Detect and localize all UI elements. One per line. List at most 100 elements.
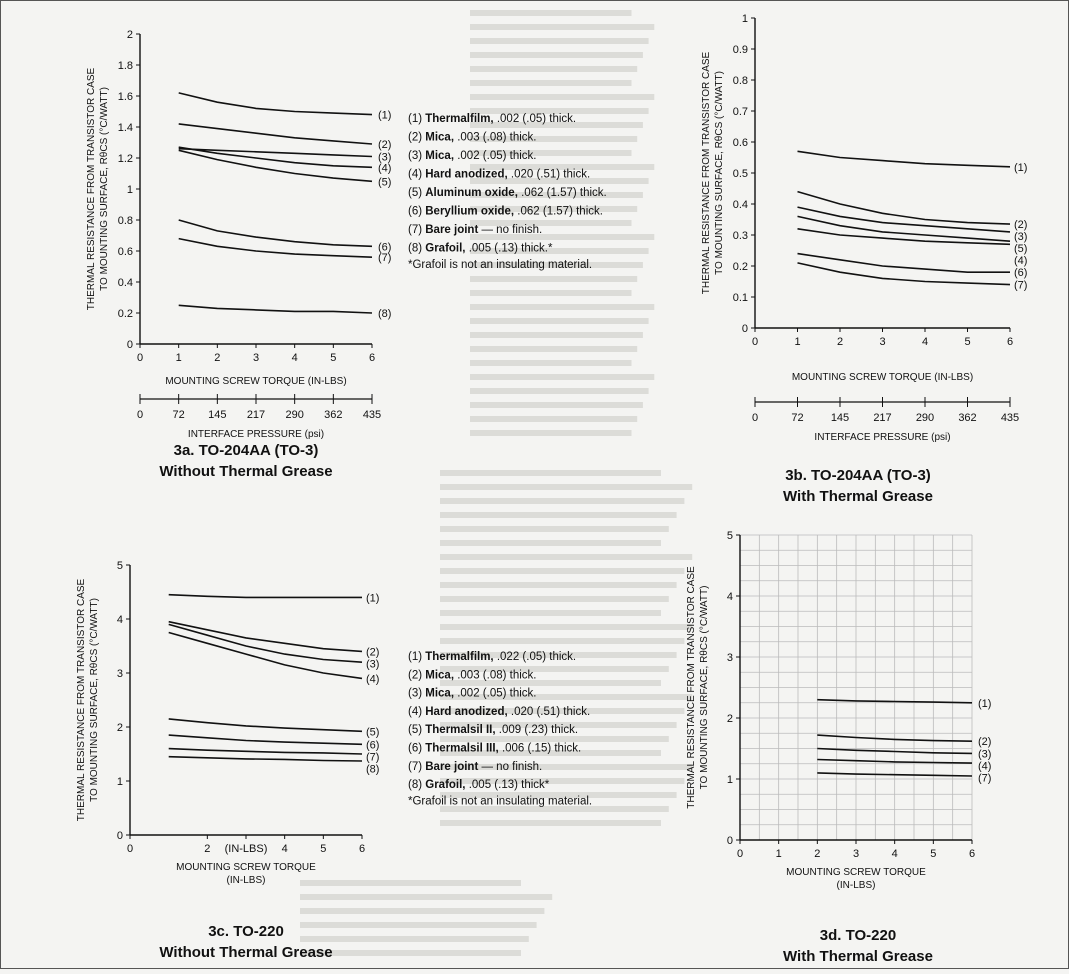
legend-item-material: Hard anodized, (425, 169, 507, 181)
y-tick-label: 1 (117, 776, 123, 788)
legend-item-number: (2) (408, 132, 425, 144)
x-tick-label: 3 (853, 848, 859, 860)
y-axis-title-line1: THERMAL RESISTANCE FROM TRANSISTOR CASE (86, 67, 97, 310)
series-end-label: (1) (378, 110, 391, 122)
y-tick-label: 1 (727, 774, 733, 786)
bg-text-line (470, 234, 655, 240)
legend-item: (1) Thermalfilm, .002 (.05) thick. (408, 113, 576, 125)
bg-text-line (470, 346, 638, 352)
x-tick-label: 6 (359, 843, 365, 855)
series-end-label: (2) (366, 646, 379, 658)
legend-item-material: Bare joint (425, 224, 478, 236)
legend-item: (2) Mica, .003 (.08) thick. (408, 132, 536, 144)
y-axis-title-3b: THERMAL RESISTANCE FROM TRANSISTOR CASE T… (701, 51, 725, 294)
legend-item-number: (7) (408, 224, 425, 236)
bg-text-line (440, 484, 693, 490)
series-end-label: (4) (978, 760, 991, 772)
series-line-6 (168, 734, 363, 746)
y-tick-label: 0 (117, 830, 123, 842)
bg-text-line (440, 680, 661, 686)
y-tick-label: 4 (117, 614, 123, 626)
series-end-label: (5) (366, 726, 379, 738)
legend-item-material: Thermalfilm, (425, 113, 493, 125)
bg-text-line (470, 290, 632, 296)
series-line-4 (168, 631, 363, 680)
y-tick-label: 0 (727, 835, 733, 847)
legend-item-spec: .005 (.13) thick.* (466, 243, 553, 255)
bg-text-line (440, 568, 685, 574)
bg-text-line (470, 66, 638, 72)
legend-item-number: (3) (408, 688, 425, 700)
pressure-tick-label: 72 (791, 412, 803, 424)
legend-item: (5) Aluminum oxide, .062 (1.57) thick. (408, 187, 607, 199)
legend-item-number: (3) (408, 150, 425, 162)
series-line-6 (178, 219, 373, 248)
bg-text-line (440, 792, 677, 798)
x-tick-label: 3 (879, 336, 885, 348)
y-tick-label: 0.3 (733, 230, 748, 242)
bg-text-line (470, 220, 632, 226)
y-axis-title-3d: THERMAL RESISTANCE FROM TRANSISTOR CASE T… (686, 566, 710, 809)
legend-item-number: (2) (408, 669, 425, 681)
series-line-1 (178, 92, 373, 116)
legend-item: (8) Grafoil, .005 (.13) thick.* (408, 243, 553, 255)
pressure-axis-title: INTERFACE PRESSURE (psi) (188, 429, 324, 440)
legend-item-spec: .062 (1.57) thick. (518, 187, 607, 199)
y-tick-label: 0 (127, 339, 133, 351)
legend-item-number: (8) (408, 779, 425, 791)
series-end-label: (2) (1014, 219, 1027, 231)
bg-text-line (440, 708, 685, 714)
series-line-3 (817, 747, 973, 755)
series-end-label: (3) (378, 151, 391, 163)
bg-text-line (440, 750, 661, 756)
caption-line1-3a: 3a. TO-204AA (TO-3) (174, 442, 319, 459)
pressure-tick-label: 145 (831, 412, 849, 424)
caption-line2-3d: With Thermal Grease (783, 948, 933, 965)
legend-item-spec: .005 (.13) thick* (466, 779, 550, 791)
x-axis-title: MOUNTING SCREW TORQUE (786, 867, 926, 878)
pressure-tick-label: 72 (173, 409, 185, 421)
series-end-label: (6) (366, 739, 379, 751)
x-tick-label: 0 (127, 843, 133, 855)
series-line-7 (817, 772, 973, 777)
y-axis-title-line2: TO MOUNTING SURFACE, RθCS (°C/WATT) (699, 586, 710, 790)
legend-item-material: Grafoil, (425, 779, 465, 791)
series-line-5 (178, 149, 373, 183)
bg-text-line (470, 24, 655, 30)
y-axis-title-line2: TO MOUNTING SURFACE, RθCS (°C/WATT) (99, 87, 110, 291)
bg-text-line (470, 276, 638, 282)
legend-item-spec: .062 (1.57) thick. (514, 206, 603, 218)
bg-text-line (470, 122, 643, 128)
y-tick-label: 0.4 (733, 199, 748, 211)
bg-text-line (300, 880, 521, 886)
y-axis-title-3c: THERMAL RESISTANCE FROM TRANSISTOR CASE T… (76, 578, 100, 821)
x-tick-label: 4 (292, 352, 298, 364)
bg-text-line (470, 374, 655, 380)
series-line-5 (797, 228, 1011, 246)
x-tick-label: 3 (253, 352, 259, 364)
x-tick-label: 5 (330, 352, 336, 364)
series-end-label: (3) (366, 658, 379, 670)
series-line-8 (168, 755, 363, 762)
bg-text-line (440, 470, 661, 476)
bg-text-line (470, 94, 655, 100)
legend-item: (4) Hard anodized, .020 (.51) thick. (408, 706, 590, 718)
y-tick-label: 0.9 (733, 44, 748, 56)
series-line-5 (168, 718, 363, 733)
legend-item-spec: .006 (.15) thick. (499, 743, 581, 755)
y-tick-label: 0.7 (733, 106, 748, 118)
x-tick-label: 0 (752, 336, 758, 348)
x-tick-label: 2 (814, 848, 820, 860)
bg-text-line (440, 638, 685, 644)
legend-item-number: (1) (408, 651, 425, 663)
bg-text-line (470, 416, 638, 422)
legend-item: (6) Thermalsil III, .006 (.15) thick. (408, 743, 581, 755)
legend-item-material: Bare joint (425, 761, 478, 773)
legend-item: (3) Mica, .002 (.05) thick. (408, 150, 536, 162)
bg-text-line (470, 80, 632, 86)
legend-item-material: Mica, (425, 132, 454, 144)
series-end-label: (7) (1014, 280, 1027, 292)
bg-text-line (440, 582, 677, 588)
caption-line2-3b: With Thermal Grease (783, 488, 933, 505)
